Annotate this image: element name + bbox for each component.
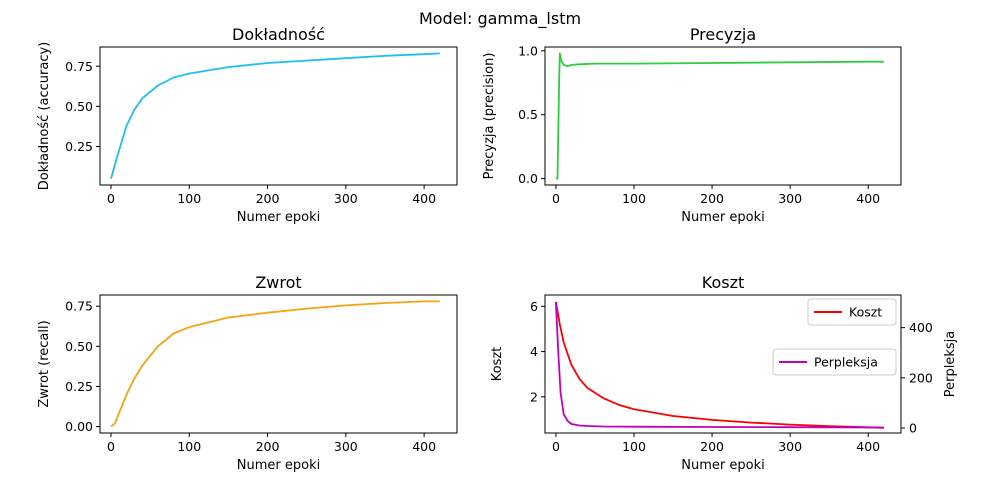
precision-y-tick-label: 0.5 [518, 107, 538, 122]
accuracy-x-tick-label: 0 [107, 191, 115, 206]
loss-y-right-axis-label: Perpleksja [943, 331, 958, 397]
recall-x-tick-label: 400 [412, 439, 436, 454]
precision-x-tick-label: 400 [856, 191, 880, 206]
precision-x-tick-label: 200 [700, 191, 724, 206]
accuracy-y-tick-label: 0.50 [65, 99, 93, 114]
loss-y-tick-label: 2 [530, 389, 538, 404]
loss-x-tick-label: 100 [622, 439, 646, 454]
precision-axes-frame [544, 46, 902, 186]
recall-x-tick-label: 300 [334, 439, 358, 454]
loss-y-right-tick-label: 0 [909, 420, 917, 435]
loss-x-axis-label: Numer epoki [681, 458, 764, 473]
loss-x-tick-label: 200 [700, 439, 724, 454]
accuracy-x-tick-label: 100 [177, 191, 201, 206]
accuracy-y-tick-label: 0.25 [65, 139, 93, 154]
loss-y-axis-label: Koszt [490, 347, 505, 382]
accuracy-chart-title: Dokładność [232, 25, 325, 44]
accuracy-axes-frame [99, 46, 458, 186]
accuracy-x-tick-label: 300 [334, 191, 358, 206]
legend-box [807, 298, 897, 326]
legend-label: Perpleksja [814, 355, 878, 370]
perpleksja-series-line [555, 302, 884, 429]
loss-y-tick-label: 4 [530, 344, 538, 359]
accuracy-x-tick-label: 200 [256, 191, 280, 206]
loss-y-right-tick-label: 200 [909, 370, 933, 385]
loss-x-tick-label: 0 [552, 439, 560, 454]
precision-x-tick-label: 0 [552, 191, 560, 206]
recall-y-tick-label: 0.00 [65, 419, 93, 434]
accuracy-series-line [110, 52, 440, 179]
precision-chart: 0 100 200 300 400 0.0 0.5 1.0 Precyzja Numer epok… [482, 25, 902, 225]
recall-y-axis-label: Zwrot (recall) [37, 320, 52, 407]
recall-y-tick-label: 0.75 [65, 299, 93, 314]
recall-chart: 0 100 200 300 400 0.00 0.25 0.50 0.75 Zwrot Numer … [37, 273, 458, 473]
precision-series-line [555, 52, 884, 180]
loss-axes-frame [544, 294, 902, 434]
loss-x-tick-label: 400 [856, 439, 880, 454]
loss-chart: 0 100 200 300 400 2 4 6 0 200 400 Perpleksja Koszt Nu… [490, 273, 958, 473]
legend-box [772, 348, 897, 376]
recall-axes-frame [99, 294, 458, 434]
accuracy-chart: 0 100 200 300 400 0.25 0.50 0.75 Dokładność Numer… [37, 25, 458, 225]
accuracy-y-tick-label: 0.75 [65, 59, 93, 74]
precision-x-tick-label: 300 [778, 191, 802, 206]
accuracy-y-axis-label: Dokładność (accuracy) [37, 42, 52, 190]
loss-chart-title: Koszt [702, 273, 745, 292]
precision-x-tick-label: 100 [622, 191, 646, 206]
recall-chart-title: Zwrot [255, 273, 301, 292]
loss-y-tick-label: 6 [530, 299, 538, 314]
precision-x-axis-label: Numer epoki [681, 210, 764, 225]
recall-x-axis-label: Numer epoki [237, 458, 320, 473]
legend-label: Koszt [849, 305, 882, 320]
accuracy-x-axis-label: Numer epoki [237, 210, 320, 225]
recall-x-tick-label: 100 [177, 439, 201, 454]
precision-y-tick-label: 1.0 [518, 43, 538, 58]
koszt-series-line [555, 301, 884, 429]
precision-y-tick-label: 0.0 [518, 171, 538, 186]
precision-chart-title: Precyzja [690, 25, 756, 44]
loss-x-tick-label: 300 [778, 439, 802, 454]
recall-y-tick-label: 0.50 [65, 339, 93, 354]
precision-y-axis-label: Precyzja (precision) [482, 53, 497, 180]
accuracy-x-tick-label: 400 [412, 191, 436, 206]
figure-suptitle: Model: gamma_lstm [419, 9, 581, 29]
loss-y-right-tick-label: 400 [909, 320, 933, 335]
recall-series-line [110, 300, 440, 428]
recall-x-tick-label: 0 [107, 439, 115, 454]
recall-y-tick-label: 0.25 [65, 379, 93, 394]
recall-x-tick-label: 200 [256, 439, 280, 454]
